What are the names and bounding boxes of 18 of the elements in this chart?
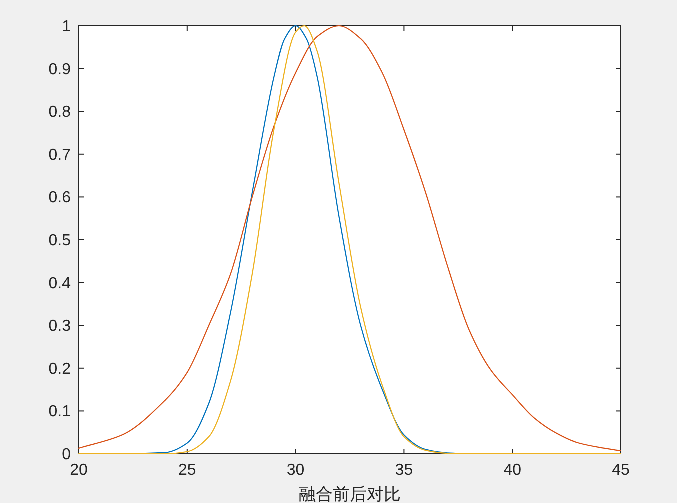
y-tick-label: 0.6	[48, 190, 72, 207]
y-tick-label: 0.4	[48, 275, 72, 292]
x-tick-label: 45	[612, 462, 630, 479]
x-tick-label: 40	[504, 462, 522, 479]
y-tick-label: 0	[62, 446, 72, 464]
y-tick-label: 0.3	[48, 318, 72, 336]
y-tick-label: 0.5	[48, 232, 72, 250]
y-tick-label: 0.8	[48, 104, 72, 122]
x-tick-label: 30	[286, 462, 305, 479]
y-tick-label: 0.7	[48, 146, 72, 164]
x-axis-title: 融合前后对比	[299, 485, 401, 503]
x-tick-label: 25	[178, 462, 196, 479]
y-tick-label: 1	[62, 18, 72, 36]
x-tick-label: 20	[70, 462, 88, 479]
y-tick-label: 0.9	[48, 61, 72, 78]
y-tick-label: 0.2	[48, 360, 72, 378]
x-tick-label: 35	[395, 462, 414, 479]
y-tick-label: 0.1	[48, 404, 72, 421]
